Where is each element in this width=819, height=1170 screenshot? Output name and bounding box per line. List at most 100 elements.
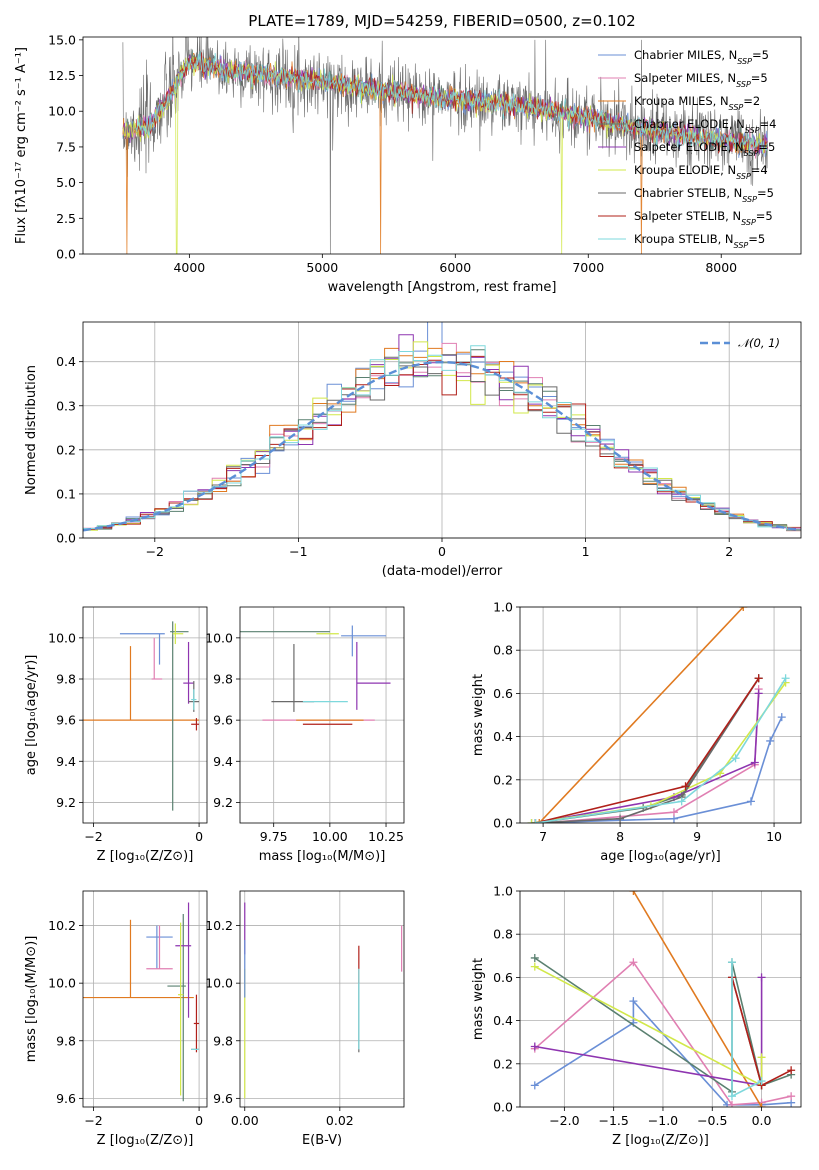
x-tick-label: 5000 [306, 260, 338, 275]
weight-point-marker [535, 819, 544, 823]
x-tick-label: 8 [616, 829, 624, 844]
weight-point-marker [757, 1053, 766, 1062]
x-tick-label: 7000 [572, 260, 604, 275]
weight-series-line [632, 891, 763, 1107]
y-tick-label: 10.0 [48, 630, 76, 645]
axes-frame [82, 890, 208, 1108]
y-tick-label: 0.6 [493, 686, 513, 701]
weight-point-marker [754, 674, 763, 683]
errorbar-point [170, 621, 189, 811]
weight-series-line [535, 693, 760, 823]
y-tick-label: 1.0 [493, 884, 513, 899]
y-tick-label: 0.2 [493, 772, 513, 787]
y-tick-label: 0.3 [56, 398, 76, 413]
legend-label: Chabrier STELIB, NSSP=5 [634, 186, 774, 204]
weight-series-line [535, 677, 760, 823]
legend-label: Salpeter MILES, NSSP=5 [634, 71, 768, 89]
y-tick-label: 0.4 [493, 729, 513, 744]
x-tick-label: 9.75 [260, 829, 288, 844]
x-axis-label: (data-model)/error [382, 564, 503, 579]
x-axis-label: age [log₁₀(age/yr)] [600, 849, 721, 864]
weight-series-line [535, 677, 760, 823]
x-tick-label: −0.5 [697, 1113, 727, 1128]
x-tick-label: −2.0 [549, 1113, 579, 1128]
errorbar-point [193, 994, 200, 1053]
weight-series-line [538, 607, 744, 823]
legend-label: 𝒩(0, 1) [738, 336, 780, 350]
x-tick-label: 4000 [173, 260, 205, 275]
x-tick-label: 10.25 [368, 829, 404, 844]
x-tick-label: −1.5 [598, 1113, 628, 1128]
y-tick-label: 9.8 [213, 1033, 233, 1048]
weight-point-marker [777, 713, 786, 722]
x-axis-label: Z [log₁₀(Z/Z⊙)] [97, 1133, 194, 1148]
plot-area [244, 902, 403, 1099]
weight-point-marker [616, 814, 625, 823]
weight-point-marker [629, 891, 638, 895]
x-tick-label: 8000 [705, 260, 737, 275]
legend-label: Chabrier ELODIE, NSSP=4 [634, 117, 776, 135]
axes-frame [519, 890, 802, 1108]
errorbar-point [172, 623, 184, 645]
plot-area [240, 625, 391, 725]
x-axis-label: mass [log₁₀(M/M⊙)] [259, 849, 386, 864]
errorbar-point [341, 625, 387, 657]
y-tick-label: 0.0 [56, 531, 76, 546]
x-tick-label: 0 [438, 544, 446, 559]
plot-area [122, 37, 768, 254]
x-tick-label: 1 [582, 544, 590, 559]
x-tick-label: 0.02 [326, 1113, 354, 1128]
x-tick-label: 10.00 [312, 829, 348, 844]
x-tick-label: 7 [539, 829, 547, 844]
y-tick-label: 2.5 [56, 211, 76, 226]
y-tick-label: 0.1 [56, 486, 76, 501]
y-tick-label: 0.2 [493, 1056, 513, 1071]
y-tick-label: 0.8 [493, 927, 513, 942]
y-tick-label: 10.0 [48, 104, 76, 119]
y-tick-label: 0.0 [56, 247, 76, 262]
y-tick-label: 9.6 [213, 713, 233, 728]
y-tick-label: 10.2 [48, 918, 76, 933]
x-tick-label: −2 [84, 829, 102, 844]
y-tick-label: 0.4 [56, 354, 76, 369]
axes-frame [239, 606, 405, 824]
x-tick-label: −2 [146, 544, 164, 559]
x-tick-label: −2 [84, 1113, 102, 1128]
y-tick-label: 0.6 [493, 970, 513, 985]
x-tick-label: 9 [693, 829, 701, 844]
x-tick-label: 0.00 [231, 1113, 259, 1128]
x-tick-label: −1 [289, 544, 307, 559]
y-tick-label: 0.4 [493, 1013, 513, 1028]
y-axis-label: mass [log₁₀(M/M⊙)] [24, 936, 39, 1063]
errorbar-point [177, 922, 184, 1096]
legend-label: Kroupa ELODIE, NSSP=4 [634, 163, 768, 181]
y-tick-label: 9.8 [56, 672, 76, 687]
plot-area [83, 902, 200, 1102]
axes-frame [239, 890, 405, 1108]
errorbar-point [183, 641, 194, 704]
weight-point-marker [727, 958, 736, 967]
weight-point-marker [739, 607, 748, 611]
axes-frame [82, 36, 802, 255]
y-tick-label: 9.4 [56, 754, 76, 769]
weight-point-marker [781, 674, 790, 683]
weight-point-marker [757, 1103, 766, 1107]
y-tick-label: 0.0 [493, 816, 513, 831]
x-tick-label: 0 [195, 829, 203, 844]
weight-point-marker [787, 1092, 796, 1101]
weight-point-marker [531, 819, 540, 823]
panel-age-vs-Z: −2 0 9.2 9.4 9.6 9.8 10.0 Z [log₁₀(Z/Z⊙)] age [l… [24, 606, 208, 864]
weight-series-line [534, 999, 792, 1106]
y-tick-label: 10.0 [205, 630, 233, 645]
panel-spectrum: 4000 5000 6000 7000 8000 0.0 2.5 5.0 7.5 10.0 12.5… [14, 32, 802, 295]
weight-point-marker [629, 997, 638, 1006]
weight-point-marker [629, 958, 638, 967]
y-tick-label: 0.8 [493, 643, 513, 658]
panel-residuals: −2 −1 0 1 2 0.0 0.1 0.2 0.3 0.4 (data-model)/error… [24, 321, 802, 579]
weight-point-marker [766, 736, 775, 745]
weight-series-line [535, 677, 787, 823]
y-tick-label: 9.6 [213, 1091, 233, 1106]
weight-point-marker [750, 758, 759, 767]
weight-point-marker [757, 973, 766, 982]
weight-point-marker [530, 953, 539, 962]
